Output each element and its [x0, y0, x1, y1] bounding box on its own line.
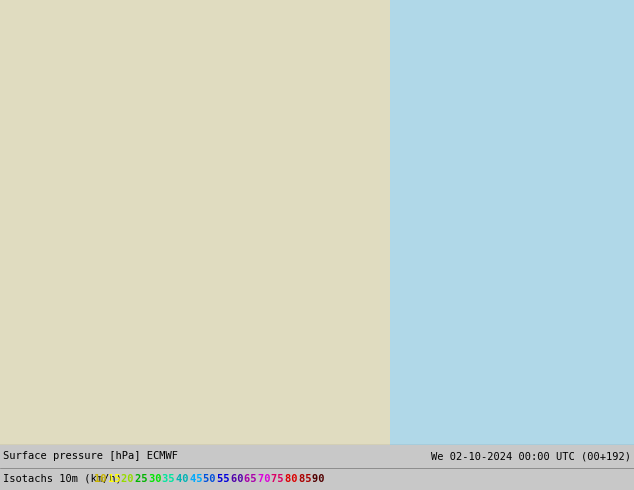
Text: 10: 10 — [94, 474, 113, 484]
Text: 55: 55 — [217, 474, 236, 484]
Text: 30: 30 — [148, 474, 167, 484]
Text: 15: 15 — [108, 474, 126, 484]
Text: 50: 50 — [204, 474, 222, 484]
Text: 80: 80 — [285, 474, 304, 484]
Text: We 02-10-2024 00:00 UTC (00+192): We 02-10-2024 00:00 UTC (00+192) — [431, 451, 631, 461]
Text: 20: 20 — [121, 474, 140, 484]
Bar — [390, 0, 634, 445]
Text: 70: 70 — [258, 474, 276, 484]
Text: 45: 45 — [190, 474, 209, 484]
Text: 40: 40 — [176, 474, 195, 484]
Text: 90: 90 — [313, 474, 331, 484]
Text: 85: 85 — [299, 474, 318, 484]
Text: 35: 35 — [162, 474, 181, 484]
Text: Isotachs 10m (km/h): Isotachs 10m (km/h) — [3, 474, 128, 484]
Text: Surface pressure [hPa] ECMWF: Surface pressure [hPa] ECMWF — [3, 451, 178, 461]
Text: 65: 65 — [244, 474, 263, 484]
Text: 25: 25 — [135, 474, 153, 484]
Text: 75: 75 — [271, 474, 290, 484]
Text: 60: 60 — [231, 474, 249, 484]
